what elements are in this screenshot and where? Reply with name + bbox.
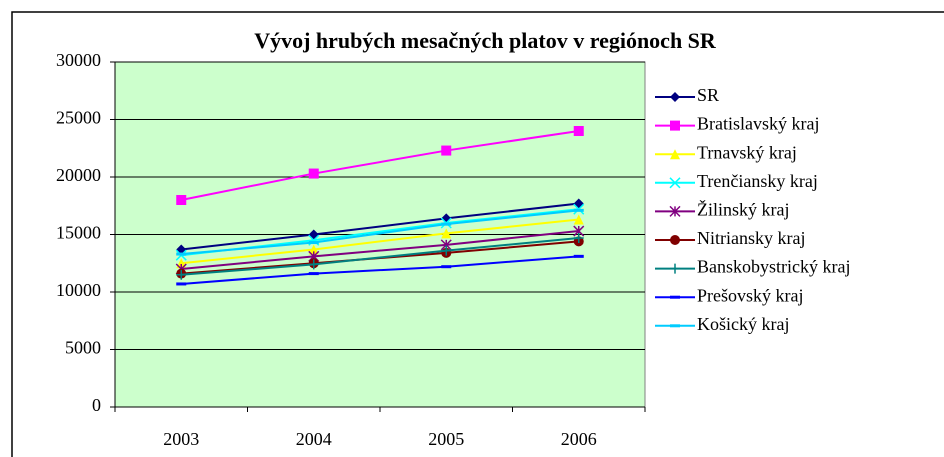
marker [176, 252, 187, 256]
y-tick-label: 10000 [56, 280, 101, 300]
marker [308, 272, 319, 276]
legend-label: Košický kraj [697, 314, 789, 334]
marker [308, 241, 319, 245]
marker [573, 208, 584, 212]
marker [670, 235, 680, 245]
legend-label: Bratislavský kraj [697, 114, 819, 134]
x-tick-label: 2004 [296, 429, 332, 449]
marker [573, 254, 584, 258]
x-tick-label: 2003 [163, 429, 199, 449]
series [176, 208, 584, 256]
marker [441, 245, 452, 256]
legend-label: Trnavský kraj [697, 142, 797, 162]
line [181, 209, 579, 256]
marker [308, 259, 319, 270]
y-tick-label: 0 [92, 395, 101, 415]
marker [441, 228, 452, 239]
marker [670, 263, 680, 274]
series [176, 232, 584, 280]
series [176, 126, 584, 205]
marker [670, 295, 680, 299]
marker [176, 269, 187, 280]
line [181, 230, 579, 270]
x-tick-label: 2006 [561, 429, 597, 449]
marker [670, 149, 680, 160]
y-tick-label: 25000 [56, 108, 101, 128]
line [181, 218, 579, 265]
marker [670, 92, 680, 102]
y-tick-label: 30000 [56, 50, 101, 70]
y-tick-label: 15000 [56, 223, 101, 243]
legend-label: Banskobystrický kraj [697, 257, 850, 277]
chart-title: Vývoj hrubých mesačných platov v regióno… [254, 28, 717, 53]
x-tick-label: 2005 [428, 429, 464, 449]
marker [669, 177, 681, 189]
marker [670, 120, 680, 131]
marker [176, 282, 187, 286]
marker [669, 205, 681, 217]
legend-label: Prešovský kraj [697, 285, 804, 305]
legend-label: SR [697, 85, 719, 105]
marker [308, 168, 319, 179]
legend-label: Nitriansky kraj [697, 228, 805, 248]
line [181, 202, 579, 251]
line [181, 236, 579, 276]
y-tick-label: 5000 [65, 338, 101, 358]
marker [573, 214, 584, 225]
series [176, 254, 584, 286]
marker [573, 126, 584, 136]
marker [573, 232, 584, 243]
marker [670, 324, 680, 328]
legend-label: Trenčiansky kraj [697, 171, 818, 191]
line [181, 255, 579, 285]
marker [308, 244, 319, 255]
marker [441, 222, 452, 226]
line [181, 130, 579, 201]
legend-label: Žilinský kraj [697, 199, 790, 220]
marker [441, 145, 452, 156]
marker [176, 195, 187, 205]
marker [441, 265, 452, 269]
y-tick-label: 20000 [56, 165, 101, 185]
